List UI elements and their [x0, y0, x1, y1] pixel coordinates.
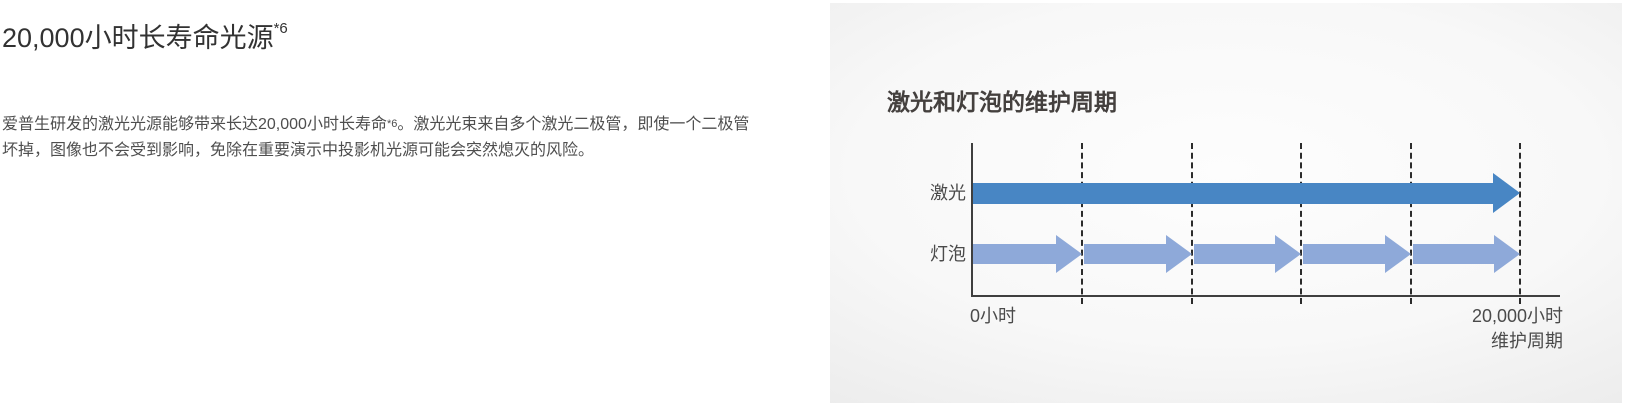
- description-superscript: *6: [386, 118, 398, 130]
- tick-label-zero-hours: 0小时: [970, 306, 1017, 326]
- tick-label-20000-hours: 20,000小时: [1471, 306, 1563, 326]
- chart-x-axis: [971, 295, 1560, 297]
- x-axis-caption: 维护周期: [1491, 331, 1563, 351]
- gridline-dashed: [1409, 143, 1412, 304]
- description-part1: 爱普生研发的激光光源能够带来长达20,000小时长寿命: [2, 116, 387, 133]
- row-label-lamp: 灯泡: [930, 244, 966, 264]
- lamp-arrow-segment-head: [1056, 235, 1083, 273]
- gridline-dashed: [1300, 143, 1303, 304]
- lamp-arrow-segment: [1193, 235, 1302, 273]
- feature-heading: 20,000小时长寿命光源*6: [2, 20, 288, 56]
- heading-superscript: *6: [273, 20, 288, 37]
- lamp-arrow-segment: [1084, 235, 1192, 273]
- laser-arrow: [973, 173, 1520, 213]
- lamp-arrow-segment-shaft: [973, 244, 1057, 264]
- chart-panel: 激光和灯泡的维护周期 激光 灯泡 0小时 20,000小时 维护周期: [830, 3, 1622, 403]
- lamp-arrow-segment-head: [1165, 235, 1192, 273]
- laser-arrow-shaft: [973, 182, 1493, 204]
- chart-title: 激光和灯泡的维护周期: [887, 89, 1117, 115]
- lamp-arrow-segment: [1412, 235, 1520, 273]
- chart-y-axis: [971, 143, 973, 297]
- lamp-arrow-segment: [973, 235, 1083, 273]
- gridline-dashed: [1190, 143, 1193, 304]
- lamp-arrow-segment-head: [1384, 235, 1411, 273]
- lamp-arrow-segment-head: [1275, 235, 1302, 273]
- feature-heading-text: 20,000小时长寿命光源: [2, 23, 274, 53]
- lamp-arrow-segment-shaft: [1412, 244, 1494, 264]
- lamp-arrow-segment-head: [1493, 235, 1520, 273]
- lamp-arrow-segment-shaft: [1303, 244, 1385, 264]
- gridline-dashed: [1519, 143, 1521, 304]
- lamp-arrow-segment: [1303, 235, 1411, 273]
- lamp-arrow-segment-shaft: [1084, 244, 1166, 264]
- laser-arrow-head: [1493, 173, 1520, 213]
- maintenance-cycle-chart: 激光 灯泡 0小时 20,000小时 维护周期: [830, 3, 1622, 403]
- description-part2: 。激光光束来自多个激光二极管，即使一个二极管坏掉，图像也不会受到影响，免除在重要…: [2, 116, 750, 159]
- row-label-laser: 激光: [930, 183, 966, 203]
- lamp-arrow-segment-shaft: [1193, 244, 1276, 264]
- gridline-dashed: [1081, 143, 1084, 304]
- feature-description: 爱普生研发的激光光源能够带来长达20,000小时长寿命*6。激光光束来自多个激光…: [2, 112, 750, 164]
